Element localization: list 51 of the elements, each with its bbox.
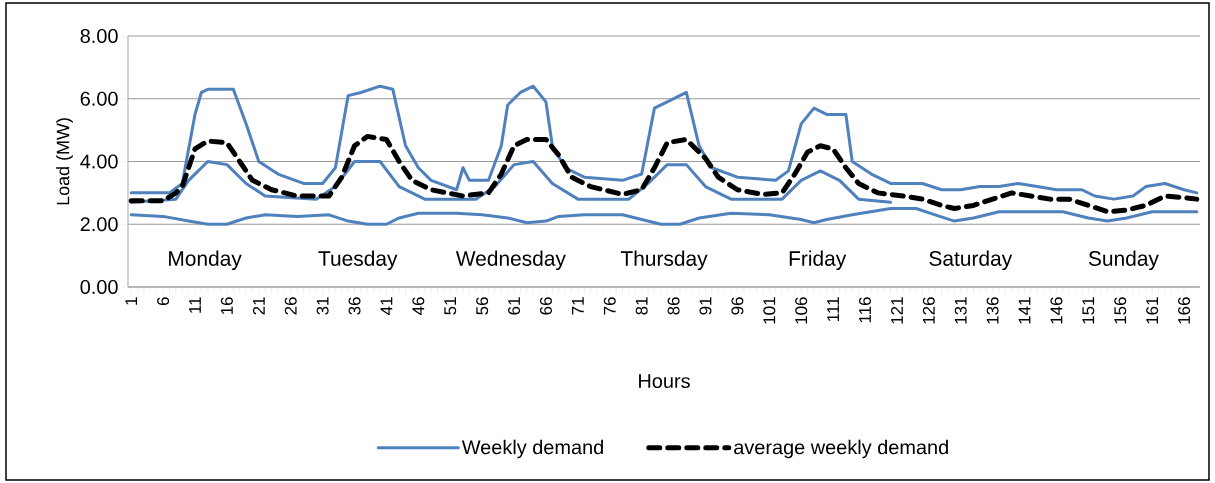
- annotation: Sunday: [1088, 250, 1159, 271]
- annotation: Wednesday: [455, 250, 566, 271]
- x-tick-label: 41: [380, 297, 393, 315]
- annotation: Friday: [789, 250, 847, 271]
- x-tick-label: 1: [125, 297, 138, 305]
- y-tick-label: 2.00: [80, 217, 118, 232]
- x-tick-label: 61: [508, 297, 521, 315]
- x-tick-label: 106: [795, 297, 808, 324]
- x-tick-label: 96: [731, 297, 744, 315]
- x-tick-label: 36: [348, 297, 361, 315]
- x-tick-label: 11: [189, 297, 201, 313]
- legend-label: Weekly demand: [461, 439, 603, 459]
- x-tick-label: 31: [316, 297, 329, 315]
- x-tick-label: 126: [922, 297, 935, 324]
- y-tick-label: 4.00: [80, 154, 118, 169]
- annotation: Saturday: [929, 250, 1013, 271]
- line-series: [129, 84, 1199, 201]
- y-tick-label: 8.00: [80, 28, 118, 44]
- x-tick-label: 151: [1082, 297, 1095, 324]
- x-tick-label: 111: [827, 297, 839, 321]
- x-tick-label: 141: [1018, 297, 1031, 324]
- x-tick-label: 146: [1050, 297, 1063, 324]
- x-tick-label: 16: [220, 297, 233, 315]
- x-tick-label: 136: [986, 297, 999, 324]
- x-tick-label: 91: [699, 297, 712, 315]
- x-axis-title: Hours: [639, 374, 690, 389]
- x-tick-label: 86: [667, 297, 680, 315]
- y-tick-label: 6.00: [80, 91, 118, 106]
- x-tick-label: 101: [763, 297, 776, 324]
- x-tick-label: 116: [859, 297, 872, 323]
- x-tick-label: 121: [891, 297, 903, 324]
- annotation: Tuesday: [318, 250, 398, 271]
- x-tick-label: 71: [572, 297, 584, 315]
- x-tick-label: 166: [1178, 297, 1191, 324]
- annotation: Thursday: [620, 250, 708, 271]
- x-tick-label: 6: [157, 297, 170, 306]
- x-tick-label: 156: [1114, 297, 1127, 324]
- y-axis-title: Load (MW): [56, 118, 73, 205]
- x-tick-label: 56: [476, 297, 489, 315]
- x-tick-label: 26: [284, 297, 297, 315]
- x-tick-label: 46: [412, 297, 425, 315]
- x-tick-label: 161: [1146, 297, 1159, 324]
- x-tick-label: 81: [635, 297, 648, 315]
- y-tick-label: 0.00: [80, 279, 118, 295]
- x-tick-label: 51: [444, 297, 457, 315]
- annotation: Monday: [169, 250, 242, 271]
- legend-label: average weekly demand: [734, 439, 948, 459]
- x-tick-label: 76: [603, 297, 616, 315]
- x-tick-label: 21: [252, 297, 265, 315]
- x-tick-label: 66: [539, 297, 552, 315]
- x-tick-label: 131: [954, 297, 967, 324]
